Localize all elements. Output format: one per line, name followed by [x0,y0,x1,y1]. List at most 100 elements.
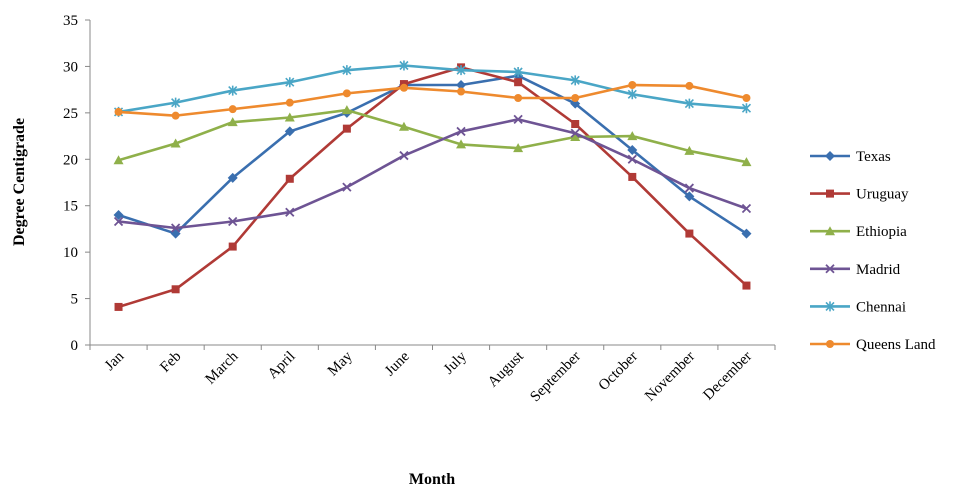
data-point-texas [741,228,752,239]
data-point-texas [113,210,124,220]
data-point-chennai [741,103,752,114]
data-point-madrid [456,126,466,137]
data-point-queens-land [171,111,180,120]
y-tick-label: 5 [71,292,79,308]
data-point-ethiopia [741,157,752,167]
data-point-madrid [285,207,295,217]
legend-item-texas: Texas [810,149,891,165]
y-tick-label: 25 [63,106,78,122]
data-point-queens-land [342,89,351,98]
data-point-queens-land [628,81,637,89]
data-point-chennai [399,60,409,71]
data-point-ethiopia [456,139,467,149]
y-tick-label: 30 [63,59,78,75]
data-point-uruguay [114,302,123,311]
y-axis-title: Degree Centigrade [11,118,28,246]
data-point-uruguay [285,174,294,183]
data-point-queens-land [114,107,123,116]
x-tick-label: August [485,348,528,391]
series-uruguay [114,63,751,311]
legend-item-chennai: Chennai [810,299,906,315]
data-point-ethiopia [684,145,695,155]
data-point-chennai [456,65,466,76]
y-tick-label: 0 [71,338,79,354]
legend-item-uruguay: Uruguay [810,187,909,203]
data-point-madrid [342,182,352,192]
x-tick-label: March [203,348,242,387]
series-layer [113,60,752,311]
y-tick-label: 15 [63,199,78,215]
data-point-texas [684,191,695,202]
legend: Texas Uruguay Ethiopia Madrid Chennai Queens … [810,149,936,353]
series-line-texas [118,74,748,235]
legend-marker [826,340,834,348]
data-point-ethiopia [627,131,638,141]
data-point-ethiopia [513,143,524,153]
x-tick-label: May [325,348,356,379]
series-line-chennai [118,64,747,114]
legend-label: Madrid [856,262,901,278]
data-point-texas [284,126,295,137]
data-point-queens-land [285,98,294,107]
data-point-madrid [513,114,523,124]
data-point-queens-land [742,94,751,102]
x-tick-label: June [382,348,413,379]
legend-marker [825,301,835,312]
data-point-madrid [228,216,238,227]
x-tick-label: April [265,349,299,383]
data-point-chennai [171,97,181,108]
series-line-queens-land [118,83,747,117]
legend-label: Chennai [856,299,906,315]
legend-marker [825,264,835,274]
data-point-ethiopia [341,105,352,115]
data-point-uruguay [228,242,237,251]
legend-label: Queens Land [856,337,936,353]
data-point-queens-land [399,83,408,92]
data-point-madrid [113,216,124,227]
data-point-chennai [570,75,580,86]
data-point-queens-land [457,87,466,96]
x-tick-label: Feb [157,349,184,376]
data-point-uruguay [628,172,637,181]
x-axis-title: Month [409,471,455,487]
legend-item-queens-land: Queens Land [810,337,936,353]
series-madrid [113,114,752,233]
x-tick-label: December [700,349,755,404]
data-point-ethiopia [227,117,238,127]
data-point-madrid [570,128,580,138]
y-tick-label: 10 [63,245,78,261]
data-point-uruguay [514,78,523,87]
data-point-ethiopia [170,138,181,148]
data-point-texas [227,172,238,183]
data-point-uruguay [742,281,751,290]
series-line-uruguay [118,66,748,309]
data-point-chennai [228,85,238,96]
data-point-uruguay [342,124,351,133]
data-point-madrid [627,154,637,164]
data-point-ethiopia [284,112,295,122]
legend-item-ethiopia: Ethiopia [810,224,907,240]
data-point-ethiopia [398,121,409,131]
x-tick-label: October [596,349,641,394]
data-point-uruguay [571,120,580,128]
legend-marker [826,189,834,198]
data-point-chennai [342,65,352,76]
y-tick-label: 35 [63,13,78,29]
legend-label: Uruguay [856,187,909,203]
data-point-chennai [513,67,523,77]
x-tick-label: July [441,348,470,377]
data-point-chennai [627,89,637,100]
data-point-ethiopia [113,155,124,165]
legend-marker [825,226,835,236]
data-point-chennai [285,77,295,88]
data-point-uruguay [171,285,180,294]
data-point-ethiopia [570,132,581,141]
series-line-ethiopia [118,108,747,164]
data-point-chennai [684,98,694,109]
data-point-madrid [684,183,695,193]
data-point-queens-land [571,94,580,102]
series-line-madrid [118,118,747,230]
series-ethiopia [113,105,752,167]
data-point-madrid [170,223,181,233]
